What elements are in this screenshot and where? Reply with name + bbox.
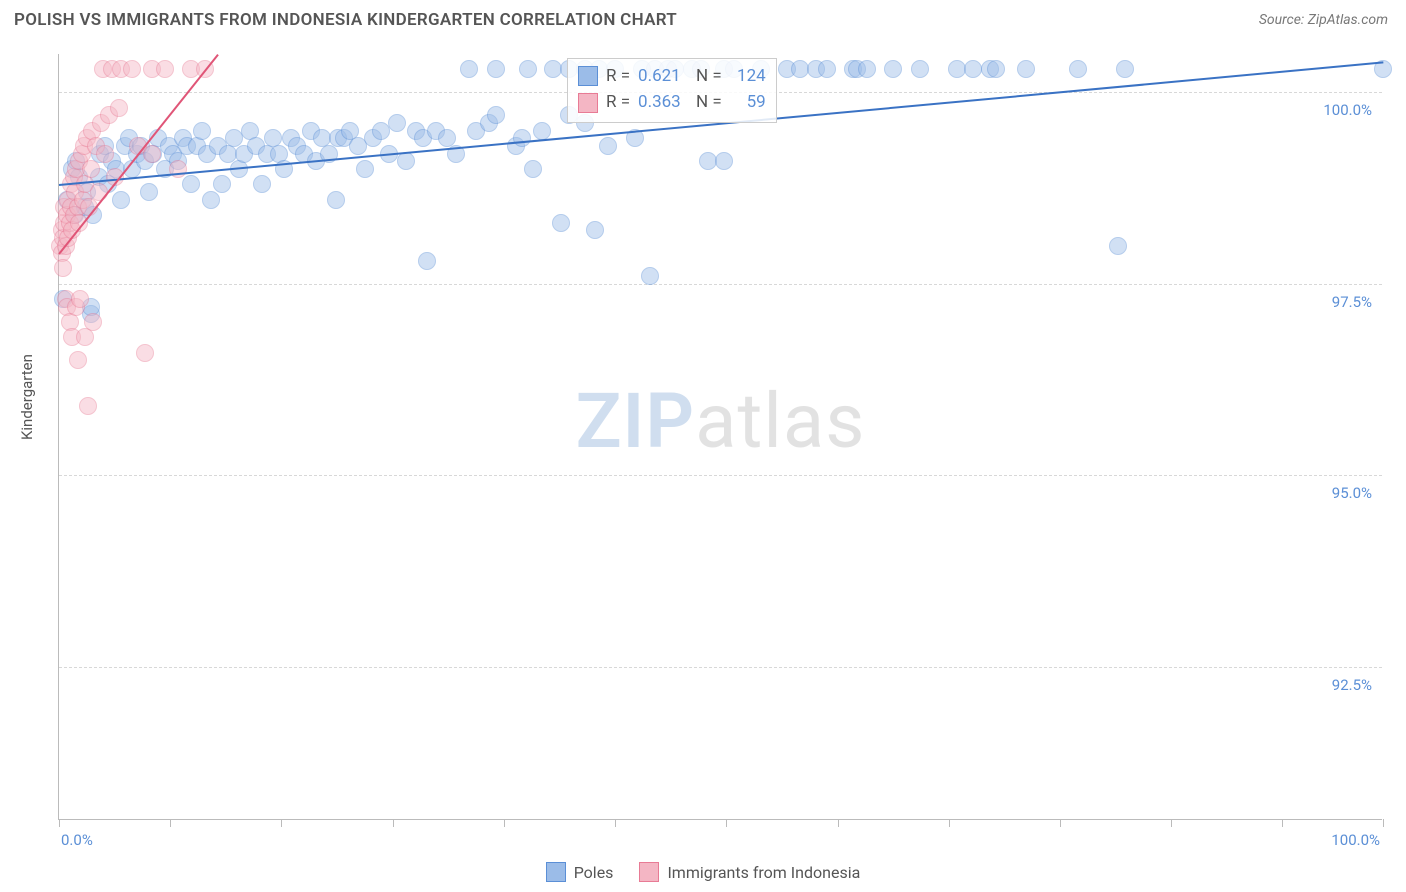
data-point xyxy=(388,114,406,132)
data-point xyxy=(182,175,200,193)
x-tick xyxy=(393,819,394,827)
y-tick-label: 100.0% xyxy=(1323,101,1372,119)
stat-n-label: N = xyxy=(696,63,722,89)
data-point xyxy=(599,137,617,155)
stat-n-value: 59 xyxy=(730,89,766,115)
legend-item: Immigrants from Indonesia xyxy=(639,862,860,882)
stats-row: R = 0.621 N = 124 xyxy=(578,63,766,89)
data-point xyxy=(715,152,733,170)
data-point xyxy=(1109,237,1127,255)
watermark: ZIPatlas xyxy=(576,376,866,466)
data-point xyxy=(533,122,551,140)
x-tick xyxy=(726,819,727,827)
gridline xyxy=(59,284,1382,285)
stat-r-value: 0.621 xyxy=(638,63,688,89)
watermark-zip: ZIP xyxy=(576,376,696,466)
data-point xyxy=(90,183,108,201)
data-point xyxy=(552,214,570,232)
data-point xyxy=(964,60,982,78)
chart-source: Source: ZipAtlas.com xyxy=(1259,12,1388,28)
gridline xyxy=(59,667,1382,668)
data-point xyxy=(487,60,505,78)
data-point xyxy=(1116,60,1134,78)
data-point xyxy=(397,152,415,170)
data-point xyxy=(112,191,130,209)
x-tick xyxy=(170,819,171,827)
data-point xyxy=(586,221,604,239)
chart-title: POLISH VS IMMIGRANTS FROM INDONESIA KIND… xyxy=(14,10,677,30)
stat-r-label: R = xyxy=(606,89,630,115)
legend-swatch xyxy=(639,862,659,882)
y-tick-label: 92.5% xyxy=(1332,676,1372,694)
data-point xyxy=(524,160,542,178)
legend-swatch xyxy=(578,66,598,86)
chart-header: POLISH VS IMMIGRANTS FROM INDONESIA KIND… xyxy=(0,0,1406,36)
data-point xyxy=(213,175,231,193)
data-point xyxy=(96,145,114,163)
data-point xyxy=(487,106,505,124)
legend-swatch xyxy=(578,93,598,113)
data-point xyxy=(884,60,902,78)
data-point xyxy=(641,267,659,285)
data-point xyxy=(79,397,97,415)
y-tick-label: 95.0% xyxy=(1332,484,1372,502)
x-tick xyxy=(1060,819,1061,827)
data-point xyxy=(84,313,102,331)
stat-r-label: R = xyxy=(606,63,630,89)
x-tick xyxy=(615,819,616,827)
data-point xyxy=(69,351,87,369)
data-point xyxy=(460,60,478,78)
data-point xyxy=(136,344,154,362)
data-point xyxy=(356,160,374,178)
data-point xyxy=(54,259,72,277)
data-point xyxy=(519,60,537,78)
gridline xyxy=(59,475,1382,476)
x-tick xyxy=(1171,819,1172,827)
data-point xyxy=(71,290,89,308)
data-point xyxy=(110,99,128,117)
data-point xyxy=(1069,60,1087,78)
bottom-legend: Poles Immigrants from Indonesia xyxy=(0,862,1406,882)
scatter-plot: ZIPatlas 92.5%95.0%97.5%100.0%0.0%100.0%… xyxy=(58,54,1382,820)
legend-item: Poles xyxy=(546,862,614,882)
data-point xyxy=(202,191,220,209)
x-tick xyxy=(504,819,505,827)
y-axis-label: Kindergarten xyxy=(18,354,36,440)
x-tick-label-first: 0.0% xyxy=(61,831,93,849)
data-point xyxy=(76,328,94,346)
data-point xyxy=(858,60,876,78)
data-point xyxy=(513,129,531,147)
stat-r-value: 0.363 xyxy=(638,89,688,115)
stat-n-value: 124 xyxy=(730,63,766,89)
data-point xyxy=(156,60,174,78)
x-tick xyxy=(59,819,60,827)
stat-n-label: N = xyxy=(696,89,722,115)
data-point xyxy=(418,252,436,270)
x-tick xyxy=(1383,819,1384,827)
data-point xyxy=(140,183,158,201)
legend-label: Poles xyxy=(574,863,614,882)
x-tick xyxy=(1282,819,1283,827)
x-tick xyxy=(838,819,839,827)
stats-box: R = 0.621 N = 124 R = 0.363 N = 59 xyxy=(567,58,777,123)
data-point xyxy=(1017,60,1035,78)
data-point xyxy=(253,175,271,193)
x-tick-label-last: 100.0% xyxy=(1331,831,1380,849)
legend-swatch xyxy=(546,862,566,882)
watermark-atlas: atlas xyxy=(695,376,865,466)
data-point xyxy=(987,60,1005,78)
y-tick-label: 97.5% xyxy=(1332,293,1372,311)
data-point xyxy=(327,191,345,209)
x-tick xyxy=(949,819,950,827)
data-point xyxy=(818,60,836,78)
legend-label: Immigrants from Indonesia xyxy=(667,863,860,882)
data-point xyxy=(82,160,100,178)
data-point xyxy=(193,122,211,140)
x-tick xyxy=(281,819,282,827)
stats-row: R = 0.363 N = 59 xyxy=(578,89,766,115)
data-point xyxy=(123,60,141,78)
data-point xyxy=(911,60,929,78)
